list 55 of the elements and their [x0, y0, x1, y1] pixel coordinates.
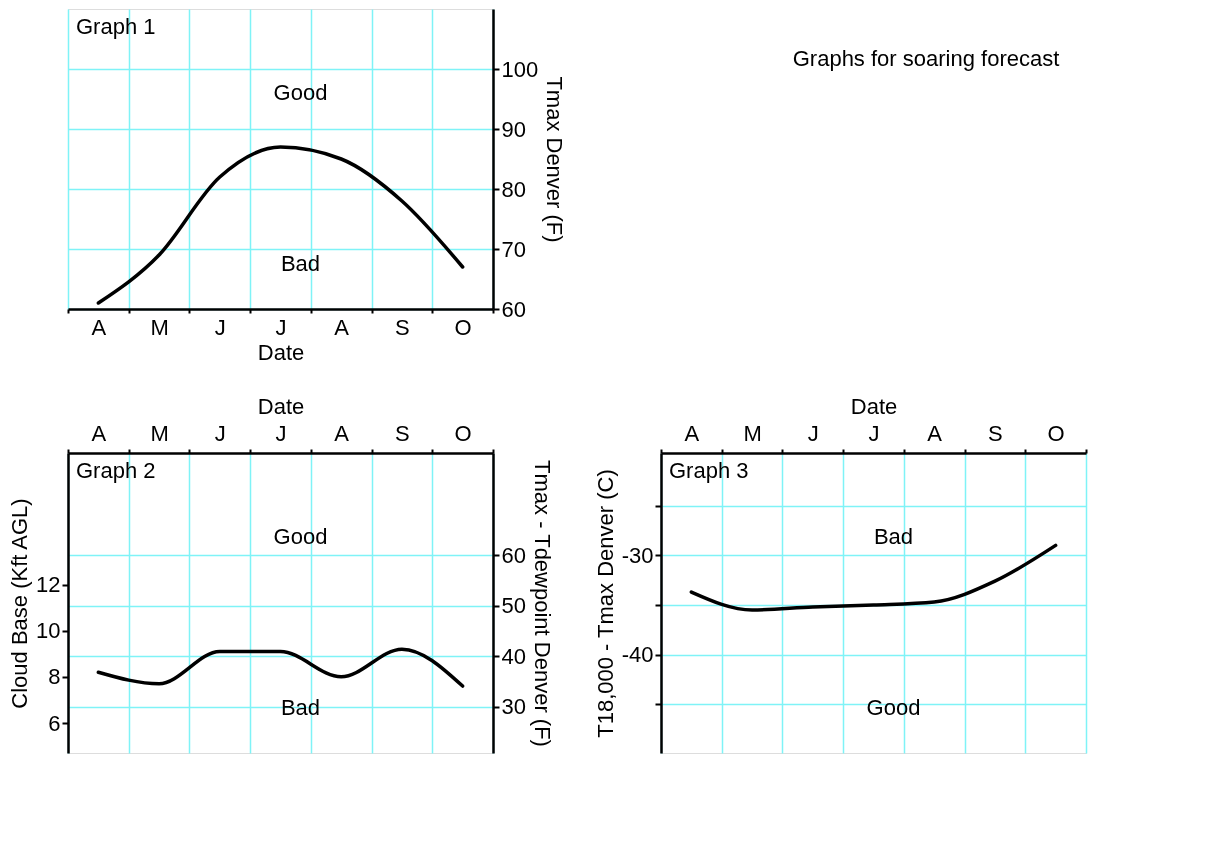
y-tick-label: 12	[36, 572, 61, 598]
annotation: Good	[273, 524, 328, 549]
y-tick-label: 90	[501, 116, 526, 142]
x-tick-label: M	[150, 314, 169, 340]
line-series	[689, 543, 1058, 612]
y-tick-label: 80	[501, 176, 526, 202]
y-axis-title: T18,000 - Tmax Denver (C)	[592, 469, 618, 738]
line-series	[96, 145, 465, 305]
x-tick-label: J	[868, 420, 880, 446]
y-tick-label: 70	[501, 236, 526, 262]
x-tick-label: M	[743, 420, 762, 446]
y-tick-label: 10	[36, 618, 61, 644]
x-tick-label: O	[1047, 420, 1065, 446]
x-tick-label: J	[275, 314, 287, 340]
annotation: Bad	[280, 251, 321, 276]
y-tick-label: 100	[501, 56, 539, 82]
x-tick-label: J	[807, 420, 819, 446]
x-tick-label: S	[395, 314, 410, 340]
y-tick-label: 6	[48, 710, 61, 736]
y2-tick-label: 50	[501, 593, 526, 619]
x-tick-label: S	[395, 420, 410, 446]
y2-axis-title: Tmax - Tdewpoint Denver (F)	[529, 460, 555, 747]
chart-title: Graph 3	[669, 458, 749, 483]
y-axis-title: Cloud Base (Kft AGL)	[7, 498, 33, 709]
annotation: Good	[273, 80, 328, 105]
x-tick-label: S	[988, 420, 1003, 446]
x-tick-label: A	[927, 420, 943, 446]
y-tick-label: 60	[501, 296, 526, 322]
x-tick-label: A	[91, 314, 107, 340]
annotation: Good	[866, 695, 921, 720]
x-tick-label: M	[150, 420, 169, 446]
x-tick-label: J	[214, 420, 226, 446]
x-tick-label: J	[275, 420, 287, 446]
annotation: Bad	[280, 695, 321, 720]
y2-tick-label: 40	[501, 643, 526, 669]
chart-title: Graph 1	[76, 14, 156, 39]
y2-tick-label: 30	[501, 694, 526, 720]
text: Graphs for soaring forecast	[792, 46, 1060, 71]
x-tick-label: A	[334, 314, 350, 340]
x-tick-label: O	[454, 420, 472, 446]
x-tick-label: A	[684, 420, 700, 446]
x-tick-label: A	[91, 420, 107, 446]
y-tick-label: -30	[621, 542, 654, 568]
x-axis-title: Date	[257, 339, 305, 365]
x-tick-label: O	[454, 314, 472, 340]
annotation: Bad	[873, 524, 914, 549]
line-series	[96, 647, 465, 688]
x-axis-title: Date	[257, 393, 305, 419]
x-tick-label: A	[334, 420, 350, 446]
x-tick-label: J	[214, 314, 226, 340]
x-axis-title: Date	[850, 393, 898, 419]
y-tick-label: 8	[48, 664, 61, 690]
y-axis-title: Tmax Denver (F)	[542, 76, 568, 243]
chart-title: Graph 2	[76, 458, 156, 483]
y-tick-label: -40	[621, 642, 654, 668]
